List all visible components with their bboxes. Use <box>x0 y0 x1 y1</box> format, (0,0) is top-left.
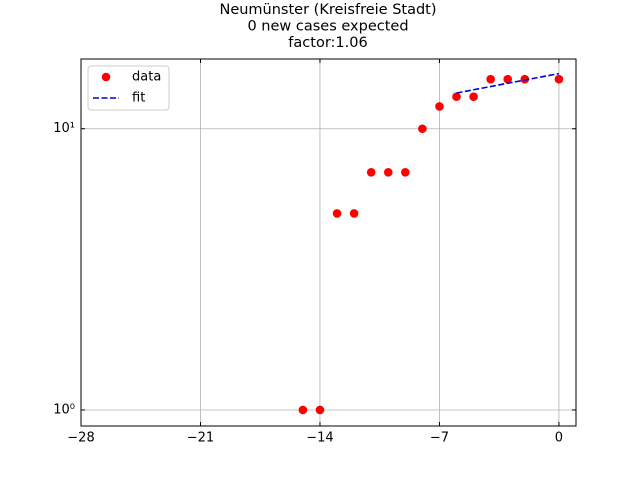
legend-label: fit <box>132 91 145 106</box>
data-point <box>349 209 359 218</box>
data-point <box>452 92 461 101</box>
x-tick-label: −21 <box>187 431 214 446</box>
data-point <box>435 102 444 111</box>
legend-label: data <box>132 70 161 85</box>
fit-line <box>456 72 560 94</box>
data-point <box>486 74 495 84</box>
data-point <box>503 74 513 84</box>
data-point <box>315 405 325 415</box>
legend-swatch <box>101 72 111 82</box>
data-point <box>469 92 478 101</box>
chart-title: factor:1.06 <box>288 35 367 51</box>
x-tick-label: −14 <box>306 431 333 446</box>
data-point <box>554 74 564 84</box>
data-point <box>401 168 410 177</box>
y-tick-label: 10¹ <box>53 121 75 136</box>
data-point <box>418 124 427 134</box>
data-point <box>366 168 376 177</box>
x-tick-label: 0 <box>555 431 563 446</box>
data-point <box>520 74 530 84</box>
plot-frame <box>80 58 577 427</box>
x-tick-label: −7 <box>430 431 449 446</box>
chart-title: Neumünster (Kreisfreie Stadt) <box>219 2 436 18</box>
chart-title: 0 new cases expected <box>247 19 408 35</box>
data-point <box>332 209 342 218</box>
y-tick-label: 10⁰ <box>53 402 75 417</box>
x-tick-label: −28 <box>67 431 94 446</box>
data-point <box>383 168 393 177</box>
data-point <box>298 405 308 415</box>
